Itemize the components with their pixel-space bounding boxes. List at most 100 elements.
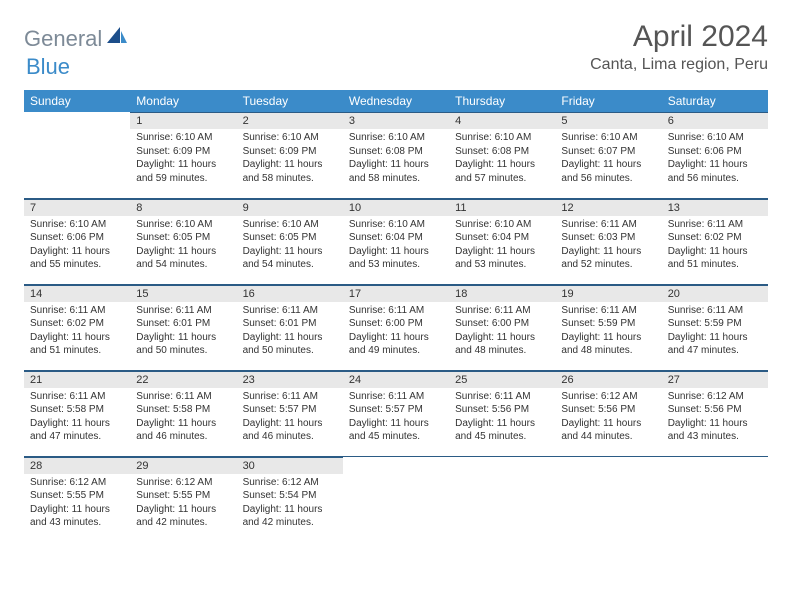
sunrise-text: Sunrise: 6:11 AM <box>136 390 230 404</box>
day-number: 16 <box>237 285 343 302</box>
calendar-cell: 24Sunrise: 6:11 AMSunset: 5:57 PMDayligh… <box>343 370 449 456</box>
calendar-cell: 1Sunrise: 6:10 AMSunset: 6:09 PMDaylight… <box>130 112 236 198</box>
day-details: Sunrise: 6:12 AMSunset: 5:56 PMDaylight:… <box>662 388 768 448</box>
sunrise-text: Sunrise: 6:11 AM <box>30 304 124 318</box>
day-number: 10 <box>343 199 449 216</box>
day-number: 5 <box>555 112 661 129</box>
month-title: April 2024 <box>590 20 768 54</box>
sunrise-text: Sunrise: 6:10 AM <box>349 218 443 232</box>
sunrise-text: Sunrise: 6:12 AM <box>243 476 337 490</box>
calendar-body: 1Sunrise: 6:10 AMSunset: 6:09 PMDaylight… <box>24 112 768 542</box>
daylight-text: Daylight: 11 hours and 51 minutes. <box>668 245 762 272</box>
day-details: Sunrise: 6:10 AMSunset: 6:07 PMDaylight:… <box>555 129 661 189</box>
day-details: Sunrise: 6:10 AMSunset: 6:06 PMDaylight:… <box>24 216 130 276</box>
sunrise-text: Sunrise: 6:12 AM <box>30 476 124 490</box>
calendar-table: Sunday Monday Tuesday Wednesday Thursday… <box>24 90 768 542</box>
sunrise-text: Sunrise: 6:10 AM <box>136 218 230 232</box>
calendar-cell <box>662 456 768 542</box>
day-details: Sunrise: 6:11 AMSunset: 5:59 PMDaylight:… <box>555 302 661 362</box>
daylight-text: Daylight: 11 hours and 58 minutes. <box>243 158 337 185</box>
sunset-text: Sunset: 5:59 PM <box>668 317 762 331</box>
day-details: Sunrise: 6:11 AMSunset: 5:59 PMDaylight:… <box>662 302 768 362</box>
day-details: Sunrise: 6:11 AMSunset: 6:00 PMDaylight:… <box>449 302 555 362</box>
day-details: Sunrise: 6:11 AMSunset: 6:02 PMDaylight:… <box>24 302 130 362</box>
daylight-text: Daylight: 11 hours and 57 minutes. <box>455 158 549 185</box>
sunrise-text: Sunrise: 6:11 AM <box>30 390 124 404</box>
sunset-text: Sunset: 6:09 PM <box>136 145 230 159</box>
sunset-text: Sunset: 5:56 PM <box>561 403 655 417</box>
brand-sail-icon <box>107 27 127 50</box>
calendar-cell: 18Sunrise: 6:11 AMSunset: 6:00 PMDayligh… <box>449 284 555 370</box>
weekday-header: Sunday <box>24 90 130 112</box>
calendar-cell: 16Sunrise: 6:11 AMSunset: 6:01 PMDayligh… <box>237 284 343 370</box>
sunrise-text: Sunrise: 6:12 AM <box>668 390 762 404</box>
day-number: 28 <box>24 457 130 474</box>
calendar-cell: 27Sunrise: 6:12 AMSunset: 5:56 PMDayligh… <box>662 370 768 456</box>
calendar-row: 21Sunrise: 6:11 AMSunset: 5:58 PMDayligh… <box>24 370 768 456</box>
day-details: Sunrise: 6:10 AMSunset: 6:04 PMDaylight:… <box>449 216 555 276</box>
calendar-cell: 30Sunrise: 6:12 AMSunset: 5:54 PMDayligh… <box>237 456 343 542</box>
day-number: 3 <box>343 112 449 129</box>
sunset-text: Sunset: 6:02 PM <box>30 317 124 331</box>
daylight-text: Daylight: 11 hours and 47 minutes. <box>30 417 124 444</box>
calendar-cell <box>449 456 555 542</box>
weekday-header: Tuesday <box>237 90 343 112</box>
day-details: Sunrise: 6:10 AMSunset: 6:05 PMDaylight:… <box>237 216 343 276</box>
sunrise-text: Sunrise: 6:10 AM <box>243 218 337 232</box>
calendar-cell: 12Sunrise: 6:11 AMSunset: 6:03 PMDayligh… <box>555 198 661 284</box>
day-number: 12 <box>555 199 661 216</box>
day-details: Sunrise: 6:11 AMSunset: 6:02 PMDaylight:… <box>662 216 768 276</box>
day-details: Sunrise: 6:10 AMSunset: 6:09 PMDaylight:… <box>237 129 343 189</box>
day-details: Sunrise: 6:11 AMSunset: 5:58 PMDaylight:… <box>130 388 236 448</box>
day-number: 11 <box>449 199 555 216</box>
sunrise-text: Sunrise: 6:10 AM <box>455 218 549 232</box>
calendar-cell: 17Sunrise: 6:11 AMSunset: 6:00 PMDayligh… <box>343 284 449 370</box>
day-number: 27 <box>662 371 768 388</box>
sunset-text: Sunset: 6:05 PM <box>136 231 230 245</box>
sunrise-text: Sunrise: 6:12 AM <box>561 390 655 404</box>
daylight-text: Daylight: 11 hours and 42 minutes. <box>136 503 230 530</box>
daylight-text: Daylight: 11 hours and 43 minutes. <box>668 417 762 444</box>
calendar-header-row: Sunday Monday Tuesday Wednesday Thursday… <box>24 90 768 112</box>
calendar-cell: 10Sunrise: 6:10 AMSunset: 6:04 PMDayligh… <box>343 198 449 284</box>
sunset-text: Sunset: 6:01 PM <box>136 317 230 331</box>
sunset-text: Sunset: 5:56 PM <box>455 403 549 417</box>
daylight-text: Daylight: 11 hours and 58 minutes. <box>349 158 443 185</box>
sunset-text: Sunset: 5:57 PM <box>349 403 443 417</box>
calendar-cell: 4Sunrise: 6:10 AMSunset: 6:08 PMDaylight… <box>449 112 555 198</box>
day-number: 18 <box>449 285 555 302</box>
day-number: 22 <box>130 371 236 388</box>
sunrise-text: Sunrise: 6:10 AM <box>668 131 762 145</box>
day-number: 6 <box>662 112 768 129</box>
day-number: 9 <box>237 199 343 216</box>
calendar-cell: 20Sunrise: 6:11 AMSunset: 5:59 PMDayligh… <box>662 284 768 370</box>
day-details: Sunrise: 6:10 AMSunset: 6:08 PMDaylight:… <box>449 129 555 189</box>
day-number: 29 <box>130 457 236 474</box>
day-details: Sunrise: 6:12 AMSunset: 5:55 PMDaylight:… <box>24 474 130 534</box>
daylight-text: Daylight: 11 hours and 46 minutes. <box>243 417 337 444</box>
sunset-text: Sunset: 6:00 PM <box>349 317 443 331</box>
calendar-row: 7Sunrise: 6:10 AMSunset: 6:06 PMDaylight… <box>24 198 768 284</box>
day-details: Sunrise: 6:12 AMSunset: 5:55 PMDaylight:… <box>130 474 236 534</box>
sunset-text: Sunset: 5:54 PM <box>243 489 337 503</box>
sunset-text: Sunset: 5:59 PM <box>561 317 655 331</box>
day-details: Sunrise: 6:11 AMSunset: 5:58 PMDaylight:… <box>24 388 130 448</box>
weekday-header: Thursday <box>449 90 555 112</box>
day-details: Sunrise: 6:10 AMSunset: 6:05 PMDaylight:… <box>130 216 236 276</box>
sunrise-text: Sunrise: 6:11 AM <box>668 218 762 232</box>
calendar-cell: 7Sunrise: 6:10 AMSunset: 6:06 PMDaylight… <box>24 198 130 284</box>
sunset-text: Sunset: 5:55 PM <box>30 489 124 503</box>
day-number: 23 <box>237 371 343 388</box>
day-number: 19 <box>555 285 661 302</box>
day-number: 20 <box>662 285 768 302</box>
daylight-text: Daylight: 11 hours and 48 minutes. <box>561 331 655 358</box>
sunrise-text: Sunrise: 6:10 AM <box>136 131 230 145</box>
sunset-text: Sunset: 6:06 PM <box>30 231 124 245</box>
calendar-cell: 2Sunrise: 6:10 AMSunset: 6:09 PMDaylight… <box>237 112 343 198</box>
sunrise-text: Sunrise: 6:11 AM <box>668 304 762 318</box>
brand-part1: General <box>24 26 102 52</box>
sunset-text: Sunset: 6:06 PM <box>668 145 762 159</box>
sunrise-text: Sunrise: 6:11 AM <box>455 390 549 404</box>
sunset-text: Sunset: 6:07 PM <box>561 145 655 159</box>
calendar-cell: 9Sunrise: 6:10 AMSunset: 6:05 PMDaylight… <box>237 198 343 284</box>
